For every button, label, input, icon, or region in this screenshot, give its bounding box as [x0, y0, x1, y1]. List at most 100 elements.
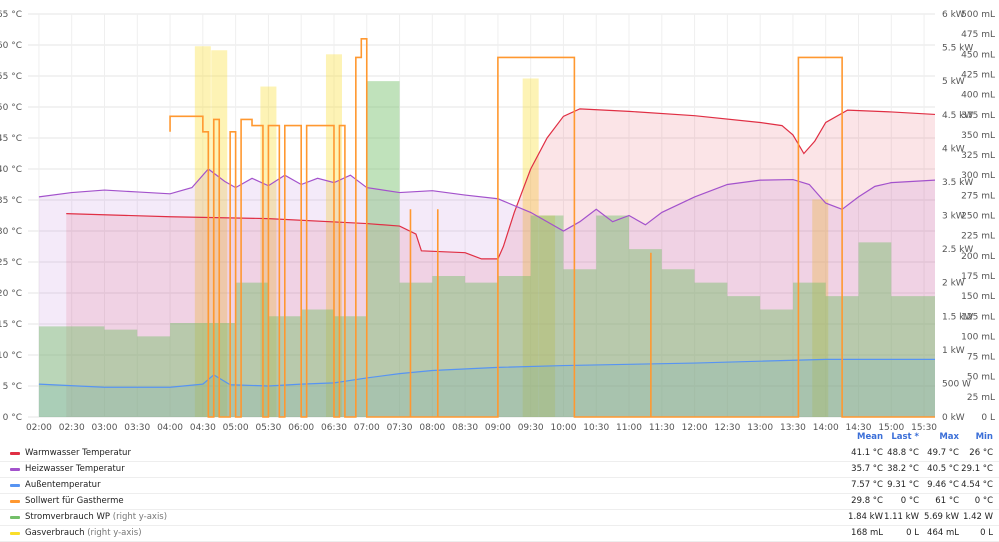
- legend-row[interactable]: Sollwert für Gastherme 29.8 °C 0 °C 61 °C 0 …: [0, 494, 999, 510]
- legend-row[interactable]: Stromverbrauch WP (right y-axis) 1.84 kW 1…: [0, 510, 999, 526]
- y-left-tick: 15 °C: [0, 320, 22, 330]
- y-right-volume-tick: 0 L: [981, 413, 995, 423]
- x-tick: 11:30: [649, 423, 675, 432]
- x-tick: 02:00: [26, 423, 52, 432]
- x-tick: 15:30: [911, 423, 937, 432]
- x-tick: 06:00: [288, 423, 314, 432]
- legend-max-value: 5.69 kW: [924, 512, 959, 522]
- legend-last-value: 0 L: [906, 528, 919, 538]
- gas-bar: [812, 199, 829, 417]
- legend-series-label: Sollwert für Gastherme: [25, 496, 124, 506]
- y-axis-left: 0 °C 5 °C 10 °C 15 °C 20 °C 25 °C 30 °C 35 °C 40…: [0, 10, 22, 423]
- legend-min-value: 4.54 °C: [961, 480, 993, 490]
- x-tick: 03:00: [92, 423, 118, 432]
- x-tick: 11:00: [616, 423, 642, 432]
- legend-series-label: Außentemperatur: [25, 480, 101, 490]
- legend-mean-value: 7.57 °C: [851, 480, 883, 490]
- legend-max-value: 61 °C: [935, 496, 959, 506]
- y-right-power-tick: 5 kW: [942, 77, 965, 87]
- y-right-volume-tick: 25 mL: [967, 393, 995, 403]
- y-left-tick: 20 °C: [0, 289, 22, 299]
- y-left-tick: 65 °C: [0, 10, 22, 20]
- y-left-tick: 50 °C: [0, 103, 22, 113]
- y-axis-right-power: 0 kW 500 W 1 kW 1.5 kW 2 kW 2.5 kW 3 kW 3.5 kW 4…: [942, 10, 973, 423]
- legend-mean-value: 41.1 °C: [851, 448, 883, 458]
- legend-series-name[interactable]: Gasverbrauch (right y-axis): [25, 528, 142, 538]
- legend-swatch: [10, 468, 20, 471]
- legend-series-name[interactable]: Warmwasser Temperatur: [25, 448, 131, 458]
- chart-canvas: 0 °C 5 °C 10 °C 15 °C 20 °C 25 °C 30 °C 35 °C 40…: [0, 10, 995, 432]
- y-right-volume-tick: 325 mL: [961, 151, 995, 161]
- x-tick: 14:00: [813, 423, 839, 432]
- y-right-volume-tick: 50 mL: [967, 373, 995, 383]
- legend-row[interactable]: Gasverbrauch (right y-axis) 168 mL 0 L 464 …: [0, 526, 999, 542]
- y-left-tick: 60 °C: [0, 41, 22, 51]
- legend-header-mean[interactable]: Mean: [856, 432, 883, 442]
- y-right-volume-tick: 475 mL: [961, 30, 995, 40]
- y-left-tick: 5 °C: [3, 382, 22, 392]
- x-tick: 13:00: [747, 423, 773, 432]
- legend-series-label: Stromverbrauch WP: [25, 512, 111, 522]
- legend-rows: Warmwasser Temperatur 41.1 °C 48.8 °C 49.7 …: [0, 446, 999, 542]
- legend-series-axis-note: (right y-axis): [87, 528, 142, 538]
- x-tick: 14:30: [846, 423, 872, 432]
- x-tick: 03:30: [124, 423, 150, 432]
- y-right-volume-tick: 100 mL: [961, 332, 995, 342]
- y-right-power-tick: 0 kW: [942, 413, 965, 423]
- y-right-volume-tick: 75 mL: [967, 353, 995, 363]
- y-left-tick: 0 °C: [3, 413, 22, 423]
- legend-mean-value: 1.84 kW: [848, 512, 883, 522]
- legend-row[interactable]: Heizwasser Temperatur 35.7 °C 38.2 °C 40.5 …: [0, 462, 999, 478]
- y-right-power-tick: 5.5 kW: [942, 44, 973, 54]
- y-right-volume-tick: 225 mL: [961, 232, 995, 242]
- legend-row[interactable]: Außentemperatur 7.57 °C 9.31 °C 9.46 °C 4.54…: [0, 478, 999, 494]
- y-left-tick: 10 °C: [0, 351, 22, 361]
- legend-swatch: [10, 484, 20, 487]
- legend-header: Mean Last * Max Min: [0, 432, 999, 446]
- legend-series-label: Warmwasser Temperatur: [25, 448, 131, 458]
- y-right-volume-tick: 500 mL: [961, 10, 995, 20]
- legend-mean-value: 168 mL: [851, 528, 883, 538]
- legend-series-name[interactable]: Heizwasser Temperatur: [25, 464, 125, 474]
- y-right-power-tick: 4.5 kW: [942, 111, 973, 121]
- y-right-power-tick: 3.5 kW: [942, 178, 973, 188]
- legend-swatch: [10, 516, 20, 519]
- y-right-volume-tick: 275 mL: [961, 191, 995, 201]
- x-tick: 09:00: [485, 423, 511, 432]
- y-right-volume-tick: 425 mL: [961, 70, 995, 80]
- x-tick: 10:00: [550, 423, 576, 432]
- legend-last-value: 9.31 °C: [887, 480, 919, 490]
- legend-max-value: 464 mL: [927, 528, 959, 538]
- legend-series-name[interactable]: Stromverbrauch WP (right y-axis): [25, 512, 167, 522]
- legend-header-last[interactable]: Last *: [891, 432, 919, 442]
- y-right-volume-tick: 300 mL: [961, 171, 995, 181]
- y-right-volume-tick: 400 mL: [961, 91, 995, 101]
- legend-series-name[interactable]: Sollwert für Gastherme: [25, 496, 124, 506]
- legend-series-name[interactable]: Außentemperatur: [25, 480, 101, 490]
- y-left-tick: 25 °C: [0, 258, 22, 268]
- legend-min-value: 0 °C: [974, 496, 993, 506]
- x-tick: 12:30: [714, 423, 740, 432]
- legend-last-value: 38.2 °C: [887, 464, 919, 474]
- legend-swatch: [10, 500, 20, 503]
- legend-min-value: 26 °C: [969, 448, 993, 458]
- legend-header-min[interactable]: Min: [975, 432, 993, 442]
- y-left-tick: 35 °C: [0, 196, 22, 206]
- legend-swatch: [10, 532, 20, 535]
- legend-min-value: 1.42 W: [962, 512, 993, 522]
- legend-row[interactable]: Warmwasser Temperatur 41.1 °C 48.8 °C 49.7 …: [0, 446, 999, 462]
- x-tick: 08:30: [452, 423, 478, 432]
- y-right-power-tick: 4 kW: [942, 144, 965, 154]
- gas-bar: [522, 78, 539, 417]
- x-tick: 04:00: [157, 423, 183, 432]
- x-tick: 07:00: [354, 423, 380, 432]
- y-right-volume-tick: 125 mL: [961, 312, 995, 322]
- y-right-volume-tick: 250 mL: [961, 212, 995, 222]
- x-tick: 13:30: [780, 423, 806, 432]
- y-right-volume-tick: 150 mL: [961, 292, 995, 302]
- series-line: [169, 38, 935, 418]
- legend-header-max[interactable]: Max: [939, 432, 959, 442]
- y-left-tick: 55 °C: [0, 72, 22, 82]
- legend-series-axis-note: (right y-axis): [112, 512, 168, 522]
- y-right-power-tick: 3 kW: [942, 212, 965, 222]
